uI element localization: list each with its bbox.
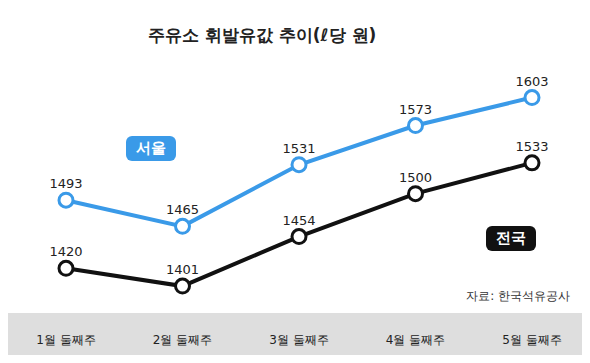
html-text:서울: 서울 — [136, 139, 166, 157]
svg-text:1533: 1533 — [515, 139, 548, 154]
svg-text:1573: 1573 — [399, 102, 432, 117]
svg-text:1531: 1531 — [282, 141, 315, 156]
svg-text:1401: 1401 — [166, 262, 199, 277]
svg-text:5월 둘째주: 5월 둘째주 — [502, 333, 561, 347]
svg-text:1500: 1500 — [399, 170, 432, 185]
html-text:주유소 휘발유값 추이(ℓ당 원): 주유소 휘발유값 추이(ℓ당 원) — [148, 25, 377, 45]
svg-text:1603: 1603 — [515, 74, 548, 89]
svg-text:4월 둘째주: 4월 둘째주 — [386, 333, 445, 347]
svg-text:1465: 1465 — [166, 202, 199, 217]
svg-text:1420: 1420 — [49, 244, 82, 259]
svg-text:3월 둘째주: 3월 둘째주 — [269, 333, 328, 347]
html-text:전국: 전국 — [496, 229, 526, 247]
svg-text:1493: 1493 — [49, 176, 82, 191]
svg-text:1월 둘째주: 1월 둘째주 — [36, 333, 95, 347]
svg-text:2월 둘째주: 2월 둘째주 — [153, 333, 212, 347]
svg-text:1454: 1454 — [282, 213, 315, 228]
html-text:자료: 한국석유공사: 자료: 한국석유공사 — [466, 289, 570, 303]
